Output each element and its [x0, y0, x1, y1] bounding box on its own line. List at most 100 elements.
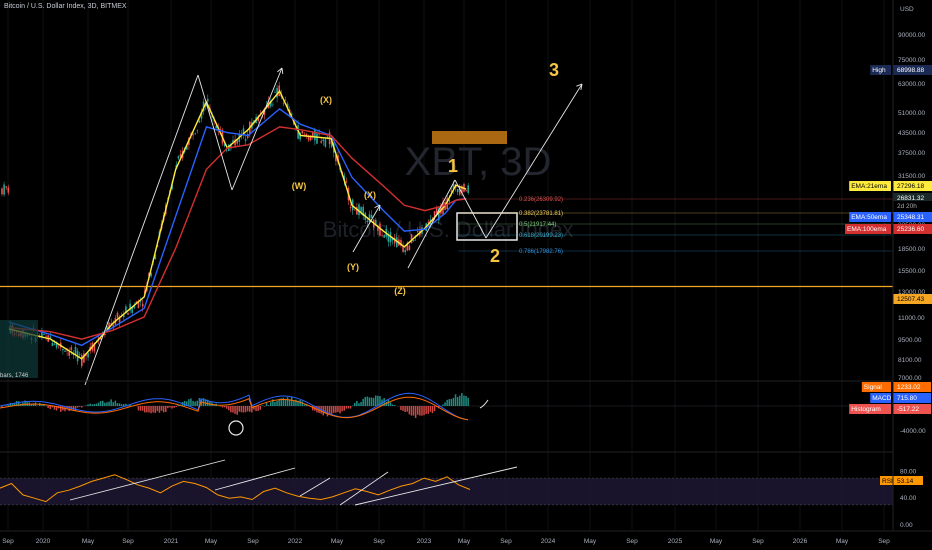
candle-body	[137, 302, 140, 309]
curve-mark	[479, 399, 489, 409]
macd-histogram-bar	[402, 406, 404, 411]
macd-histogram-bar	[303, 404, 306, 406]
range-box	[0, 320, 38, 378]
macd-histogram-bar	[295, 399, 297, 406]
macd-histogram-bar	[461, 393, 463, 406]
price-tag-bg	[893, 65, 932, 75]
price-tag-name: EMA:21ema	[851, 183, 887, 190]
y-tick-label: 8100.00	[898, 357, 922, 364]
candle-body	[448, 199, 451, 202]
candle-body	[7, 187, 10, 193]
macd-histogram-bar	[454, 394, 457, 406]
candle-body	[116, 312, 119, 318]
rsi-y-tick: 40.00	[900, 495, 917, 502]
macd-histogram-bar	[106, 402, 108, 406]
candle-body	[408, 245, 411, 251]
candle-body	[375, 219, 377, 225]
macd-histogram-bar	[345, 406, 348, 409]
macd-histogram-bar	[108, 401, 110, 406]
macd-histogram-bar	[333, 406, 335, 413]
macd-histogram-bar	[263, 406, 266, 407]
macd-histogram-bar	[356, 400, 358, 406]
macd-histogram-bar	[274, 401, 276, 406]
candle-body	[446, 198, 448, 210]
candle-body	[154, 254, 157, 260]
macd-histogram-bar	[114, 400, 117, 406]
macd-histogram-bar	[202, 398, 205, 406]
macd-histogram-bar	[72, 406, 75, 411]
watermark-name: Bitcoin / U.S. Dollar Index	[323, 217, 574, 242]
macd-histogram-bar	[110, 399, 112, 406]
macd-legend-name-bg	[870, 393, 891, 403]
candle-body	[223, 143, 226, 147]
rsi-pane	[0, 459, 893, 506]
macd-histogram-bar	[335, 406, 337, 413]
macd-histogram-bar	[152, 406, 154, 413]
x-tick-label: May	[82, 538, 95, 545]
candle-body	[274, 92, 276, 93]
macd-histogram-bar	[200, 399, 203, 406]
macd-histogram-bar	[102, 400, 104, 406]
candle-body	[284, 99, 287, 101]
macd-histogram-bar	[221, 406, 224, 408]
macd-histogram-bar	[146, 406, 148, 413]
candle-body	[320, 141, 322, 143]
macd-histogram-bar	[204, 399, 207, 406]
candle-body	[211, 116, 213, 118]
candle-body	[276, 87, 278, 98]
candle-body	[244, 139, 247, 141]
macd-histogram-bar	[377, 395, 379, 406]
signal-line	[0, 396, 469, 421]
candle-body	[400, 239, 402, 246]
macd-histogram-bar	[459, 395, 461, 406]
rsi-trend-line	[354, 466, 518, 506]
candle-body	[123, 315, 125, 318]
y-tick-label: 7000.00	[898, 375, 922, 382]
wave-label: 1	[448, 156, 458, 176]
macd-legend-name-bg	[849, 404, 891, 414]
candle-body	[305, 134, 308, 137]
candle-body	[43, 334, 45, 335]
macd-histogram-bar	[284, 399, 287, 406]
macd-histogram-bar	[379, 396, 381, 406]
candle-body	[309, 135, 312, 141]
candle-body	[104, 333, 106, 336]
macd-histogram-bar	[360, 401, 362, 406]
macd-histogram-bar	[144, 406, 146, 413]
macd-histogram-bar	[137, 406, 140, 411]
candle-body	[406, 242, 409, 251]
macd-histogram-bar	[234, 406, 236, 414]
macd-histogram-bar	[160, 406, 163, 411]
y-tick-label: 75000.00	[898, 57, 925, 64]
macd-histogram-bar	[368, 397, 371, 406]
macd-histogram-bar	[104, 402, 106, 406]
candle-body	[417, 231, 419, 232]
macd-histogram-bar	[223, 406, 226, 408]
candle-body	[125, 306, 127, 314]
macd-histogram-bar	[240, 406, 243, 413]
x-tick-label: May	[205, 538, 218, 545]
macd-histogram-bar	[49, 406, 51, 410]
candle-body	[110, 323, 112, 325]
rsi-band	[0, 478, 893, 505]
macd-histogram-bar	[156, 406, 159, 412]
candle-body	[93, 343, 96, 352]
y-tick-label: 43500.00	[898, 130, 925, 137]
arrow-head	[277, 67, 284, 74]
candle-body	[127, 313, 129, 315]
y-tick-label: 90000.00	[898, 32, 925, 39]
macd-histogram-bar	[433, 406, 436, 412]
candle-body	[55, 341, 58, 348]
candle-body	[78, 354, 81, 355]
series-line-ema-100ema	[8, 126, 467, 340]
candle-body	[330, 138, 333, 147]
candle-body	[194, 133, 196, 135]
macd-histogram-bar	[389, 402, 392, 406]
x-tick-label: May	[710, 538, 723, 545]
macd-histogram-bar	[7, 405, 9, 406]
x-tick-label: Sep	[373, 538, 385, 545]
x-tick-label: May	[331, 538, 344, 545]
grid	[7, 0, 885, 530]
candle-body	[354, 209, 356, 211]
